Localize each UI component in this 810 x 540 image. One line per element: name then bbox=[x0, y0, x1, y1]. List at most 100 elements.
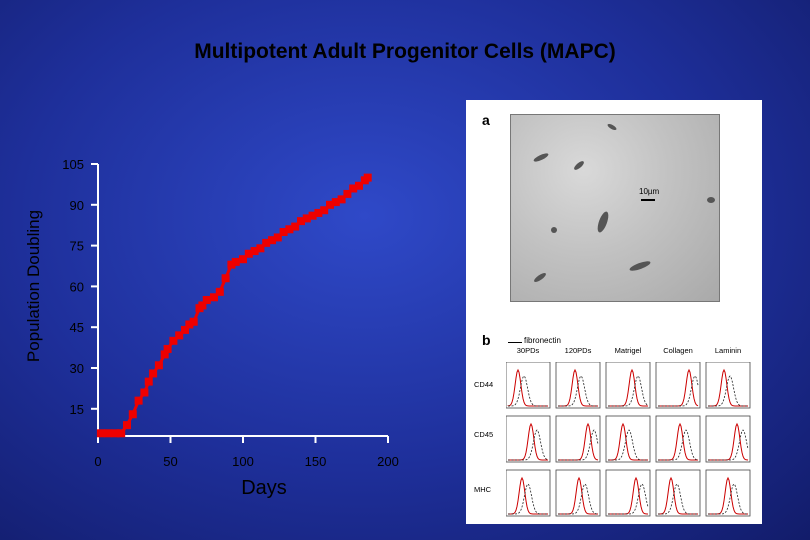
data-point bbox=[104, 429, 113, 438]
facs-plot bbox=[655, 415, 701, 463]
y-tick-label: 75 bbox=[70, 239, 84, 254]
column-label: Laminin bbox=[714, 346, 742, 355]
facs-plot bbox=[555, 415, 601, 463]
data-point bbox=[140, 388, 149, 397]
data-point bbox=[169, 336, 178, 345]
facs-histogram-grid bbox=[506, 362, 751, 517]
chart-title: Multipotent Adult Progenitor Cells (MAPC… bbox=[194, 40, 616, 63]
data-point bbox=[144, 377, 153, 386]
x-tick-label: 100 bbox=[232, 454, 254, 469]
facs-control-curve bbox=[508, 429, 549, 461]
data-point bbox=[297, 217, 305, 226]
data-point bbox=[308, 211, 317, 220]
facs-curve bbox=[508, 476, 548, 515]
facs-curve bbox=[558, 422, 599, 461]
x-tick-label: 0 bbox=[94, 454, 101, 469]
y-tick-label: 60 bbox=[70, 279, 84, 294]
facs-curve bbox=[608, 476, 648, 515]
data-point bbox=[189, 317, 198, 326]
row-label: CD45 bbox=[474, 430, 494, 439]
facs-control-curve bbox=[558, 375, 598, 407]
column-label: 30PDs bbox=[516, 346, 540, 355]
data-point bbox=[244, 249, 253, 258]
facs-curve bbox=[708, 422, 749, 461]
facs-curve bbox=[608, 422, 648, 461]
data-point bbox=[221, 274, 230, 283]
data-point bbox=[337, 195, 346, 204]
panel-a-label: a bbox=[482, 112, 490, 128]
data-point bbox=[262, 238, 271, 247]
facs-control-curve bbox=[608, 375, 649, 407]
facs-control-curve bbox=[708, 429, 749, 461]
cell-shape bbox=[572, 159, 586, 172]
facs-plot bbox=[605, 362, 651, 409]
data-point bbox=[268, 236, 276, 245]
column-label: Collagen bbox=[663, 346, 693, 355]
y-tick-label: 30 bbox=[70, 361, 84, 376]
x-tick-label: 200 bbox=[377, 454, 399, 469]
data-point bbox=[154, 361, 163, 370]
facs-control-curve bbox=[508, 375, 548, 407]
data-point bbox=[285, 225, 294, 234]
facs-plot bbox=[705, 362, 751, 409]
data-point bbox=[227, 260, 236, 269]
y-tick-label: 90 bbox=[70, 198, 84, 213]
data-point bbox=[111, 429, 120, 438]
legend-label: fibronectin bbox=[524, 336, 561, 345]
facs-plot bbox=[655, 362, 701, 409]
cell-shape bbox=[628, 259, 652, 273]
facs-curve bbox=[708, 476, 748, 515]
cell-shape bbox=[595, 210, 611, 234]
data-point bbox=[96, 429, 105, 438]
cell-shape bbox=[532, 151, 550, 164]
row-label: MHC bbox=[474, 485, 492, 494]
legend-line bbox=[508, 342, 522, 343]
data-point bbox=[349, 184, 358, 193]
data-point bbox=[123, 421, 131, 430]
data-point bbox=[134, 396, 143, 405]
data-point bbox=[175, 331, 184, 340]
facs-curve bbox=[658, 368, 699, 407]
facs-curve bbox=[507, 368, 548, 407]
facs-plot bbox=[605, 469, 651, 517]
facs-plot bbox=[506, 362, 551, 409]
chart-axes bbox=[91, 163, 389, 443]
data-point bbox=[117, 429, 126, 438]
cell-shape bbox=[532, 271, 548, 284]
data-point bbox=[210, 293, 218, 302]
cell-shape bbox=[551, 227, 557, 233]
data-point bbox=[185, 320, 194, 329]
data-point bbox=[198, 301, 207, 310]
facs-control-curve bbox=[708, 483, 748, 515]
data-point bbox=[160, 350, 169, 359]
facs-control-curve bbox=[658, 429, 699, 461]
data-point bbox=[231, 257, 240, 266]
facs-plot bbox=[705, 415, 751, 463]
facs-curve bbox=[658, 422, 698, 461]
micrograph-image: 10µm bbox=[510, 114, 720, 302]
data-point bbox=[320, 206, 329, 215]
facs-plot bbox=[655, 469, 701, 517]
data-point bbox=[256, 244, 265, 253]
x-axis-label: Days bbox=[241, 477, 287, 499]
x-tick-label: 50 bbox=[163, 454, 177, 469]
column-label: Matrigel bbox=[614, 346, 642, 355]
scale-label: 10µm bbox=[639, 187, 660, 196]
facs-control-curve bbox=[658, 483, 698, 515]
data-point bbox=[239, 255, 247, 264]
data-point bbox=[181, 325, 189, 334]
data-point bbox=[314, 208, 323, 217]
data-point bbox=[149, 369, 158, 378]
y-tick-label: 15 bbox=[70, 402, 84, 417]
facs-curve bbox=[558, 476, 598, 515]
y-tick-label: 45 bbox=[70, 320, 84, 335]
figure-panel: a 10µm b fibronectin 30PDs 120PDs Matrig… bbox=[466, 100, 762, 524]
data-point bbox=[279, 228, 288, 236]
row-label: CD44 bbox=[474, 380, 494, 389]
facs-plot bbox=[605, 415, 651, 463]
data-point bbox=[215, 287, 224, 296]
data-point bbox=[331, 198, 340, 207]
chart-series bbox=[96, 173, 372, 438]
scale-bar bbox=[641, 199, 655, 201]
